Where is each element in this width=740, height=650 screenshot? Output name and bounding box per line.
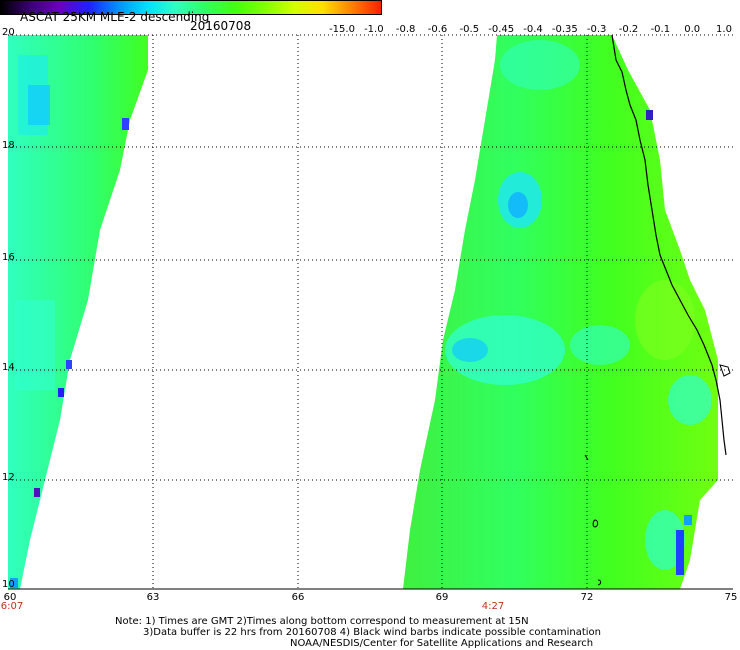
lat-label-18: 18: [2, 140, 15, 151]
product-date: 20160708: [190, 19, 252, 33]
colorbar-legend: -15.0 -1.0 -0.8 -0.6 -0.5 -0.45 -0.4 -0.35 -0.3-…: [0, 0, 740, 35]
west-swath: [8, 35, 148, 589]
colorbar-tick-label: 0.0: [684, 24, 701, 35]
colorbar-tick-label: -0.45: [488, 24, 515, 35]
note-line-2: 3)Data buffer is 22 hrs from 20160708 4)…: [143, 627, 601, 638]
lat-label-20: 20: [2, 27, 15, 38]
pass-time-west: 6:07: [0, 601, 24, 612]
colorbar-tick-label: -0.3: [586, 24, 607, 35]
lat-label-10: 10: [2, 579, 15, 590]
lon-label-69: 69: [435, 592, 449, 603]
lon-label-75: 75: [724, 592, 738, 603]
lat-label-14: 14: [2, 362, 15, 373]
product-title: ASCAT 25KM MLE-2 descending: [20, 10, 210, 24]
coastline: [611, 34, 727, 456]
lon-label-66: 66: [291, 592, 305, 603]
colorbar-tick-label: -1.0: [364, 24, 384, 35]
note-line-1: Note: 1) Times are GMT 2)Times along bot…: [115, 616, 529, 627]
colorbar: [0, 0, 382, 15]
colorbar-tick-label: -0.5: [459, 24, 480, 35]
island-outline: [719, 364, 731, 377]
colorbar-tick-label: -0.4: [523, 24, 543, 35]
colorbar-tick-label: -15.0: [329, 24, 355, 35]
lon-label-60: 60: [3, 592, 17, 603]
colorbar-tick-label: -0.35: [551, 24, 578, 35]
colorbar-tick-label: -0.2: [618, 24, 639, 35]
lat-label-16: 16: [2, 252, 15, 263]
colorbar-tick-label: -0.8: [395, 24, 416, 35]
east-swath: [403, 35, 718, 589]
lat-label-12: 12: [2, 472, 15, 483]
lon-label-72: 72: [580, 592, 594, 603]
colorbar-tick-label: 1.0: [716, 24, 732, 35]
colorbar-tick-label: -0.6: [427, 24, 448, 35]
graticule: [8, 34, 733, 589]
note-line-3: NOAA/NESDIS/Center for Satellite Applica…: [290, 638, 594, 649]
lon-label-63: 63: [146, 592, 160, 603]
pass-time-east: 4:27: [481, 601, 505, 612]
colorbar-tick-label: -0.1: [650, 24, 671, 35]
